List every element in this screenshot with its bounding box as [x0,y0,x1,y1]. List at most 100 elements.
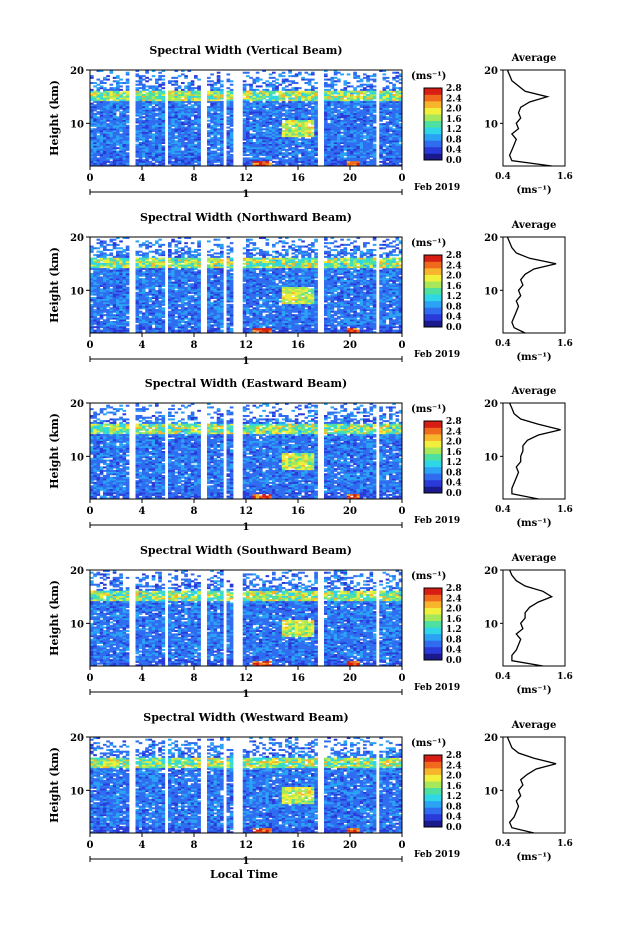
heatmap-cell [337,100,341,103]
heatmap-cell [324,121,328,124]
heatmap-cell [356,95,361,98]
heatmap-cell [168,124,172,127]
heatmap-cell [278,152,283,155]
heatmap-cell [314,150,318,153]
heatmap-cell [265,162,270,165]
heatmap-cell [122,155,127,158]
heatmap-cell [184,159,188,162]
heatmap-cell [197,107,201,110]
heatmap-cell [340,116,344,119]
heatmap-cell [288,130,292,133]
heatmap-cell [210,119,214,122]
heatmap-cell [213,159,218,162]
heatmap-cell [151,159,156,162]
heatmap-cell [213,118,218,121]
heatmap-cell [395,123,400,126]
heatmap-cell [190,140,195,143]
heatmap-cell [93,85,97,88]
heatmap-cell [174,319,179,322]
heatmap-cell [369,315,374,318]
heatmap-cell [259,118,263,121]
heatmap-cell [281,87,286,90]
heatmap-cell [242,94,247,97]
heatmap-cell [125,136,130,139]
heatmap-cell [142,119,146,122]
heatmap-cell [330,322,335,325]
heatmap-cell [213,145,218,148]
heatmap-cell [278,111,283,114]
heatmap-cell [142,315,146,318]
heatmap-cell [90,145,94,148]
heatmap-cell [229,312,234,315]
heatmap-cell [281,99,286,102]
heatmap-cell [93,121,97,124]
heatmap-cell [389,152,393,155]
heatmap-cell [103,155,107,158]
heatmap-cell [220,148,224,151]
heatmap-cell [353,159,357,162]
heatmap-cell [275,148,279,151]
heatmap-cell [210,102,214,105]
heatmap-cell [272,145,276,148]
heatmap-cell [171,100,175,103]
heatmap-cell [311,148,315,151]
heatmap-cell [145,70,149,73]
heatmap-cell [135,121,140,124]
heatmap-cell [389,155,393,158]
heatmap-cell [168,94,172,97]
heatmap-cell [168,160,172,163]
heatmap-cell [255,321,260,324]
heatmap-cell [151,152,156,155]
heatmap-cell [177,321,182,324]
heatmap-cell [278,327,283,330]
heatmap-cell [125,162,130,165]
heatmap-cell [330,160,335,163]
heatmap-cell [99,162,104,165]
heatmap-cell [285,312,289,315]
heatmap-cell [181,73,185,76]
heatmap-cell [278,322,283,325]
heatmap-cell [275,106,279,109]
heatmap-cell [151,107,156,110]
heatmap-cell [216,95,221,98]
heatmap-cell [395,124,400,127]
heatmap-cell [103,92,107,95]
heatmap-cell [112,310,117,313]
heatmap-cell [294,159,299,162]
heatmap-cell [359,90,364,93]
heatmap-cell [333,136,338,139]
heatmap-cell [194,145,198,148]
heatmap-cell [356,152,361,155]
heatmap-cell [311,94,315,97]
heatmap-cell [333,133,338,136]
heatmap-cell [359,95,364,98]
heatmap-cell [148,152,153,155]
heatmap-cell [112,315,117,318]
heatmap-cell [184,123,188,126]
heatmap-cell [333,143,338,146]
heatmap-cell [311,145,315,148]
heatmap-cell [324,136,328,139]
heatmap-cell [168,147,172,150]
heatmap-cell [385,317,390,320]
heatmap-cell [93,152,97,155]
heatmap-cell [161,331,166,334]
heatmap-cell [99,150,104,153]
heatmap-cell [327,324,331,327]
heatmap-cell [213,309,218,312]
heatmap-cell [301,123,305,126]
heatmap-cell [148,114,153,117]
heatmap-cell [392,154,396,157]
heatmap-cell [174,121,179,124]
heatmap-cell [294,73,299,76]
heatmap-cell [187,154,192,157]
heatmap-cell [226,160,231,163]
heatmap-cell [168,90,172,93]
heatmap-cell [333,155,338,158]
heatmap-cell [220,150,224,153]
heatmap-cell [369,102,374,105]
heatmap-cell [181,121,185,124]
heatmap-cell [288,321,292,324]
heatmap-cell [395,329,400,332]
heatmap-cell [155,94,159,97]
